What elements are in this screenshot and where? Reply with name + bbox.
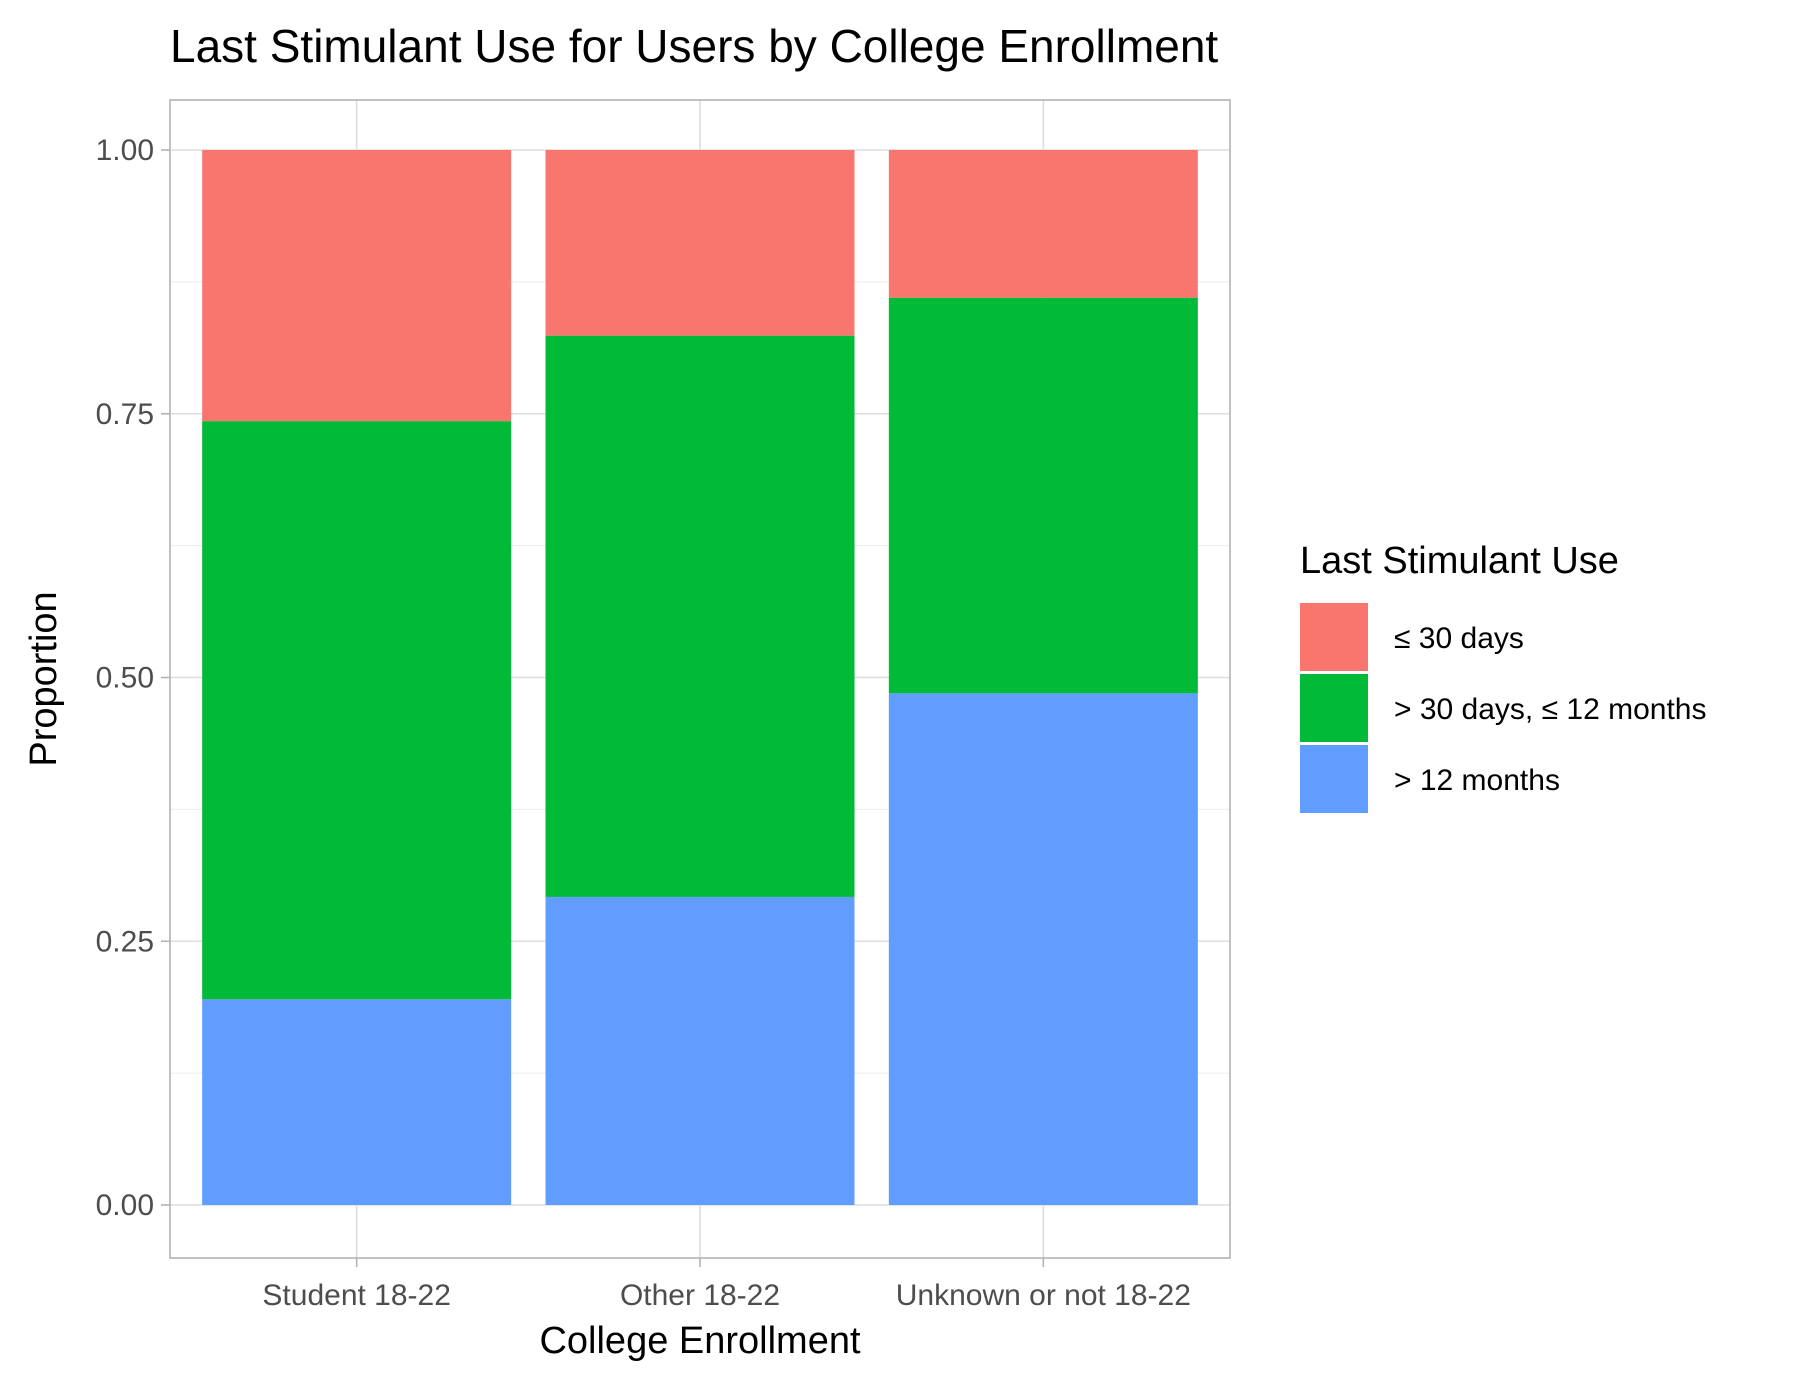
bars <box>202 150 1198 1205</box>
legend: Last Stimulant Use ≤ 30 days > 30 days, ≤… <box>1300 540 1706 813</box>
bar-segment <box>545 150 855 336</box>
x-axis-title: College Enrollment <box>539 1320 860 1362</box>
legend-key <box>1300 745 1368 813</box>
x-tick-label: Unknown or not 18-22 <box>896 1279 1191 1312</box>
x-axis: Student 18-22 Other 18-22 Unknown or not 1… <box>262 1258 1191 1312</box>
bar-segment <box>888 150 1198 298</box>
legend-label: > 30 days, ≤ 12 months <box>1394 693 1706 726</box>
y-axis: 0.00 0.25 0.50 0.75 1.00 <box>96 134 170 1222</box>
y-tick-label: 1.00 <box>96 134 154 167</box>
y-tick-label: 0.00 <box>96 1189 154 1222</box>
bar-segment <box>545 896 855 1205</box>
bar-segment <box>202 999 512 1205</box>
chart-title: Last Stimulant Use for Users by College … <box>170 20 1218 72</box>
bar-segment <box>888 297 1198 694</box>
bar-segment <box>545 335 855 897</box>
bar-segment <box>202 150 512 422</box>
y-tick-label: 0.25 <box>96 925 154 958</box>
legend-key <box>1300 674 1368 742</box>
legend-label: ≤ 30 days <box>1394 622 1524 655</box>
legend-label: > 12 months <box>1394 764 1560 797</box>
legend-title: Last Stimulant Use <box>1300 540 1619 582</box>
y-tick-label: 0.75 <box>96 398 154 431</box>
bar-segment <box>888 693 1198 1205</box>
bar-segment <box>202 421 512 1000</box>
x-tick-label: Other 18-22 <box>620 1279 780 1312</box>
legend-key <box>1300 603 1368 671</box>
y-axis-title: Proportion <box>23 591 65 766</box>
y-tick-label: 0.50 <box>96 662 154 695</box>
x-tick-label: Student 18-22 <box>262 1279 450 1312</box>
